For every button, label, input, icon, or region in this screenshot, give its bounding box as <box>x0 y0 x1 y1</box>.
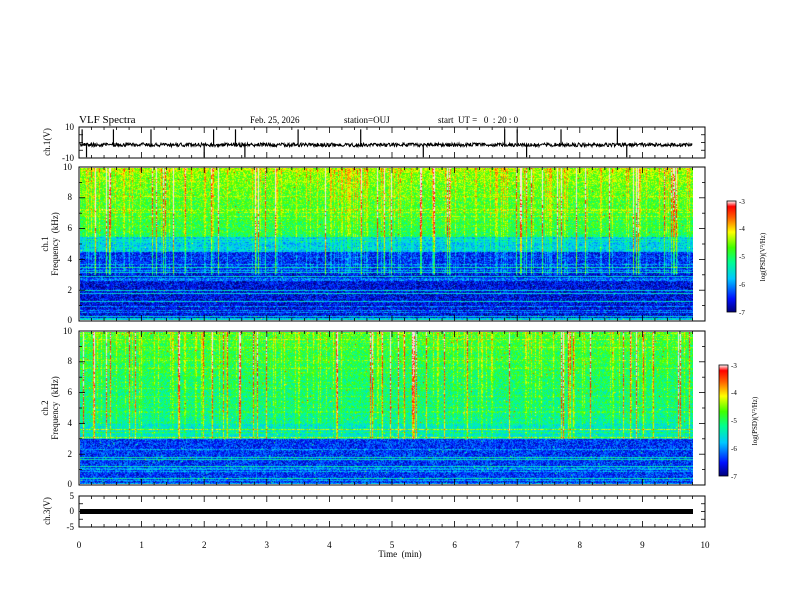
ch1-colorbar-label: log(PSD)(V²/Hz) <box>759 232 767 281</box>
ch1-colorbar-strip <box>726 200 737 313</box>
station-label: station=OUJ <box>344 115 390 125</box>
time-tick-label-1: 1 <box>139 540 144 550</box>
ch2-colorbar-strip <box>718 364 729 477</box>
time-axis-label: Time (min) <box>378 549 421 559</box>
ch3-ytick-top: 5 <box>70 491 75 501</box>
time-tick-label-6: 6 <box>452 540 457 550</box>
ch2-spectrogram-frame <box>78 330 706 486</box>
time-tick-label-9: 9 <box>640 540 645 550</box>
time-tick-label-0: 0 <box>77 540 82 550</box>
ch1-spectrogram-panel: 0 2 4 6 8 10 ch.1 Frequency (kHz) <box>40 162 706 325</box>
time-tick-label-4: 4 <box>327 540 332 550</box>
ch1-spectrogram-frame <box>78 166 706 322</box>
time-tick-label-3: 3 <box>265 540 270 550</box>
time-tick-label-5: 5 <box>390 540 395 550</box>
ch1-cb-tick-m5: -5 <box>739 253 745 261</box>
ch1-cb-tick-m3: -3 <box>739 198 745 206</box>
ch1-waveform-panel: 10 -10 ch.1(V) <box>42 122 706 163</box>
ch1-ytick-bottom: -10 <box>62 153 74 163</box>
ch2-spectrogram-panel: 0 2 4 6 8 10 ch.2 Frequency (kHz) <box>40 326 706 489</box>
ch2-colorbar-label: log(PSD)(V²/Hz) <box>751 396 759 445</box>
ch2-spectrogram-heatmap <box>80 332 693 484</box>
ch1-colorbar: -3 -4 -5 -6 -7 log(PSD)(V²/Hz) <box>726 198 767 317</box>
ch2-spectrogram-ylabel-line2: Frequency (kHz) <box>50 376 60 439</box>
time-tick-label-2: 2 <box>202 540 207 550</box>
ch1-ytick-4: 4 <box>68 254 73 264</box>
date-label: Feb. 25, 2026 <box>250 115 300 125</box>
ch2-ytick-6: 6 <box>68 387 73 397</box>
time-tick-label-7: 7 <box>515 540 520 550</box>
ch1-spectrogram-ylabel-line2: Frequency (kHz) <box>50 212 60 275</box>
ch1-ytick-0: 0 <box>68 315 73 325</box>
ch2-cb-tick-m3: -3 <box>731 362 737 370</box>
ch3-waveform-frame <box>78 495 706 528</box>
time-tick-label-10: 10 <box>701 540 711 550</box>
ch3-waveform-panel: 5 0 -5 ch.3(V) <box>42 491 706 532</box>
ch1-spectrogram-ylabel-line1: ch.1 <box>40 236 50 251</box>
ch2-ytick-8: 8 <box>68 356 73 366</box>
ch3-waveform-trace <box>80 509 693 514</box>
ch2-ytick-2: 2 <box>68 449 73 459</box>
ch2-cb-tick-m4: -4 <box>731 389 737 397</box>
ch2-freq-tick-labels: 0 2 4 6 8 10 <box>63 326 73 489</box>
ch2-ytick-10: 10 <box>63 326 73 336</box>
ch1-waveform-ylabel: ch.1(V) <box>42 128 52 156</box>
ch1-ytick-2: 2 <box>68 285 73 295</box>
ch3-ytick-bottom: -5 <box>67 522 75 532</box>
ch2-cb-tick-m7: -7 <box>731 473 737 481</box>
figure-title: VLF Spectra <box>79 114 136 126</box>
ch2-colorbar: -3 -4 -5 -6 -7 log(PSD)(V²/Hz) <box>718 362 759 481</box>
ch1-ytick-top: 10 <box>65 122 75 132</box>
ch1-ytick-10: 10 <box>63 162 73 172</box>
ch1-ytick-6: 6 <box>68 223 73 233</box>
time-axis-tick-labels: 0 1 2 3 4 5 6 7 8 9 10 <box>77 540 710 550</box>
ch1-freq-tick-labels: 0 2 4 6 8 10 <box>63 162 73 325</box>
start-ut-label: start UT = 0 : 20 : 0 <box>438 115 519 125</box>
ch1-cb-tick-m4: -4 <box>739 225 745 233</box>
ch1-spike-group <box>81 129 628 158</box>
time-tick-label-8: 8 <box>578 540 583 550</box>
ch2-ytick-0: 0 <box>68 479 73 489</box>
ch1-waveform-trace <box>79 141 693 149</box>
ch1-waveform-frame <box>78 126 706 159</box>
ch2-cb-tick-m6: -6 <box>731 445 737 453</box>
ch1-ytick-8: 8 <box>68 192 73 202</box>
ch2-ytick-4: 4 <box>68 418 73 428</box>
ch3-waveform-ylabel: ch.3(V) <box>42 497 52 525</box>
ch2-spectrogram-ylabel-line1: ch.2 <box>40 400 50 415</box>
ch1-cb-tick-m6: -6 <box>739 281 745 289</box>
ch1-cb-tick-m7: -7 <box>739 309 745 317</box>
ch3-ytick-mid: 0 <box>70 506 75 516</box>
ch2-cb-tick-m5: -5 <box>731 417 737 425</box>
ch1-spectrogram-heatmap <box>80 168 693 320</box>
